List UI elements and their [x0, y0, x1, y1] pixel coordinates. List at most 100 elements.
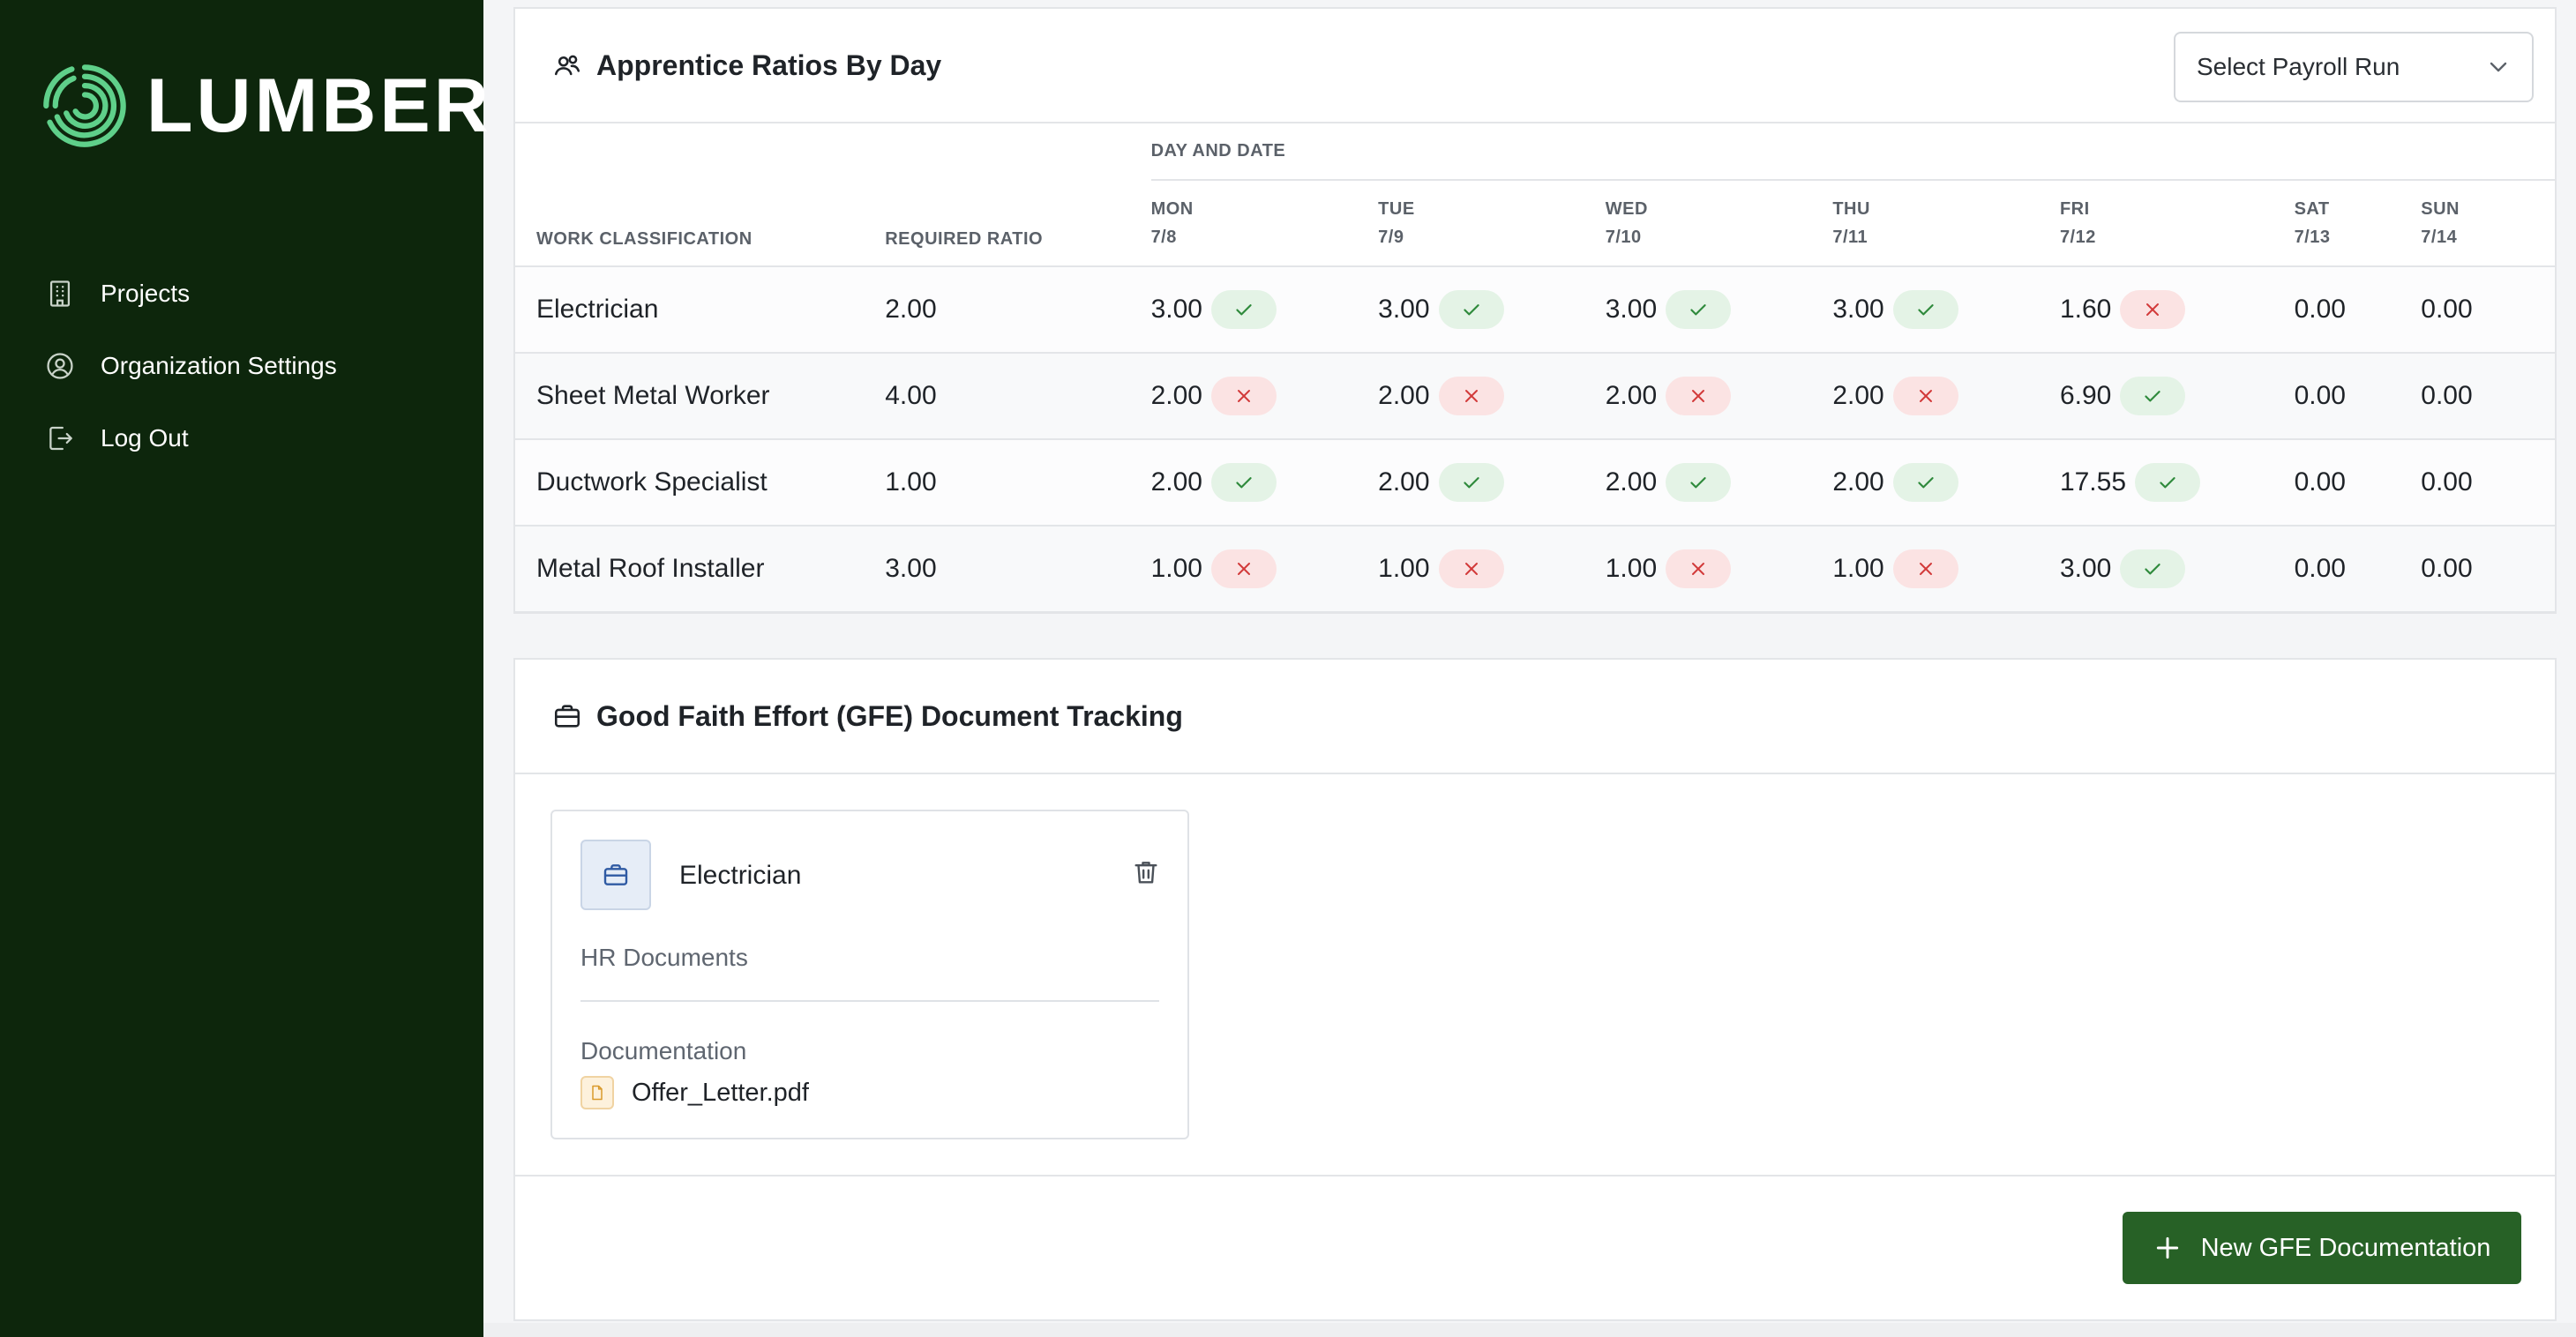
check-icon	[1892, 463, 1958, 502]
check-icon	[1892, 290, 1958, 329]
work-classification-cell: Metal Roof Installer	[536, 554, 765, 583]
ratio-cell: 0.00	[2295, 439, 2422, 526]
bottom-strip	[483, 1323, 2576, 1337]
payroll-run-select[interactable]: Select Payroll Run	[2174, 32, 2534, 102]
brand-name: LUMBER	[146, 63, 492, 148]
ratio-value: 2.00	[1605, 381, 1658, 410]
sidebar-item-organization-settings[interactable]: Organization Settings	[42, 330, 457, 402]
user-circle-icon	[42, 348, 78, 384]
documentation-label: Documentation	[580, 1037, 747, 1064]
ratio-value: 0.00	[2294, 467, 2346, 497]
gfe-document-card[interactable]: Electrician HR Documents Documentation O…	[550, 810, 1189, 1139]
sidebar-item-log-out[interactable]: Log Out	[42, 402, 457, 474]
ratio-value: 2.00	[1832, 381, 1884, 410]
x-icon	[1210, 377, 1277, 415]
ratio-cell: 3.00	[2060, 526, 2295, 612]
x-icon	[1666, 377, 1732, 415]
file-link[interactable]: Offer_Letter.pdf	[580, 1076, 809, 1109]
table-row: Ductwork Specialist 1.00 2.00 2.00 2.00 2.00 1…	[515, 439, 2555, 526]
ratio-value: 17.55	[2059, 467, 2127, 497]
ratio-value: 0.00	[2294, 295, 2346, 324]
col-day-thu: THU 7/11	[1832, 180, 2060, 267]
ratio-cell: 2.00	[1378, 439, 1606, 526]
payroll-run-select-value: Select Payroll Run	[2197, 53, 2400, 80]
ratio-cell: 0.00	[2421, 266, 2555, 353]
day-date: 7/13	[2294, 228, 2331, 247]
gfe-header: Good Faith Effort (GFE) Document Trackin…	[515, 660, 2555, 774]
ratio-cell: 0.00	[2421, 439, 2555, 526]
file-name: Offer_Letter.pdf	[632, 1078, 809, 1107]
gfe-card-subtitle: HR Documents	[580, 944, 748, 971]
ratio-cell: 2.00	[1832, 439, 2060, 526]
table-row: Electrician 2.00 3.00 3.00 3.00 3.00 1.60 0.00 0…	[515, 266, 2555, 353]
x-icon	[1210, 549, 1277, 588]
ratio-cell: 1.00	[1151, 526, 1379, 612]
required-ratio-cell: 3.00	[885, 554, 937, 583]
check-icon	[2120, 377, 2186, 415]
col-day-sat: SAT 7/13	[2294, 180, 2422, 267]
ratio-cell: 6.90	[2060, 353, 2295, 439]
ratio-value: 0.00	[2294, 381, 2346, 410]
required-ratio-cell: 2.00	[885, 295, 937, 324]
ratio-cell: 1.60	[2060, 266, 2295, 353]
x-icon	[1666, 549, 1732, 588]
sidebar-nav: Projects Organization Settings Log Out	[42, 258, 457, 474]
day-name: MON	[1150, 199, 1194, 219]
day-header-row: MON 7/8 TUE 7/9 WED 7/10 THU 7/11 FRI 7/12 SAT 7/13…	[515, 180, 2555, 267]
table-row: Metal Roof Installer 3.00 1.00 1.00 1.00 1.00…	[515, 526, 2555, 612]
col-day-tue: TUE 7/9	[1378, 180, 1606, 267]
x-icon	[1438, 549, 1504, 588]
day-date: 7/10	[1605, 228, 1642, 247]
day-name: FRI	[2059, 199, 2090, 219]
sidebar-item-label: Organization Settings	[101, 352, 337, 379]
gfe-card-title: Electrician	[679, 861, 802, 890]
ratios-title: Apprentice Ratios By Day	[596, 49, 942, 81]
ratio-cell: 1.00	[1378, 526, 1606, 612]
ratios-header: Apprentice Ratios By Day Select Payroll …	[515, 9, 2555, 123]
col-day-and-date: DAY AND DATE	[1150, 123, 2555, 181]
check-icon	[2135, 463, 2201, 502]
check-icon	[1210, 290, 1277, 329]
sidebar-item-projects[interactable]: Projects	[42, 258, 457, 330]
ratio-value: 1.00	[1832, 554, 1884, 583]
day-date: 7/9	[1378, 228, 1404, 247]
required-ratio-cell: 4.00	[885, 381, 937, 410]
ratio-value: 1.60	[2059, 295, 2112, 324]
lumber-logo[interactable]: LUMBER	[39, 60, 492, 152]
ratio-value: 2.00	[1605, 467, 1658, 497]
ratio-cell: 3.00	[1832, 266, 2060, 353]
ratio-value: 0.00	[2421, 295, 2473, 324]
divider	[580, 1000, 1159, 1002]
fingerprint-logo-icon	[43, 64, 126, 147]
col-work-classification: WORK CLASSIFICATION	[515, 123, 886, 267]
ratio-value: 2.00	[1378, 381, 1430, 410]
ratio-value: 0.00	[2294, 554, 2346, 583]
new-gfe-documentation-button[interactable]: New GFE Documentation	[2123, 1212, 2521, 1284]
day-date: 7/12	[2059, 228, 2096, 247]
ratio-value: 1.00	[1150, 554, 1202, 583]
work-classification-cell: Sheet Metal Worker	[536, 381, 770, 410]
ratio-cell: 2.00	[1832, 353, 2060, 439]
building-icon	[42, 276, 78, 311]
ratio-value: 2.00	[1150, 467, 1202, 497]
ratio-cell: 1.00	[1832, 526, 2060, 612]
day-name: WED	[1605, 199, 1648, 219]
ratio-value: 2.00	[1150, 381, 1202, 410]
table-row: Sheet Metal Worker 4.00 2.00 2.00 2.00 2.00 6.…	[515, 353, 2555, 439]
day-name: SAT	[2294, 199, 2330, 219]
check-icon	[2120, 549, 2186, 588]
day-date: 7/11	[1832, 228, 1868, 247]
day-date: 7/8	[1150, 228, 1177, 247]
trash-icon[interactable]	[1131, 857, 1161, 887]
gfe-title: Good Faith Effort (GFE) Document Trackin…	[596, 699, 1183, 732]
ratio-cell: 0.00	[2421, 353, 2555, 439]
ratio-cell: 2.00	[1606, 439, 1833, 526]
ratio-value: 0.00	[2421, 467, 2473, 497]
ratio-cell: 2.00	[1151, 353, 1379, 439]
day-date: 7/14	[2421, 228, 2458, 247]
chevron-down-icon	[2490, 62, 2507, 72]
col-day-wed: WED 7/10	[1605, 180, 1833, 267]
briefcase-icon	[550, 699, 584, 733]
ratio-cell: 3.00	[1151, 266, 1379, 353]
col-required-ratio: REQUIRED RATIO	[885, 123, 1151, 267]
